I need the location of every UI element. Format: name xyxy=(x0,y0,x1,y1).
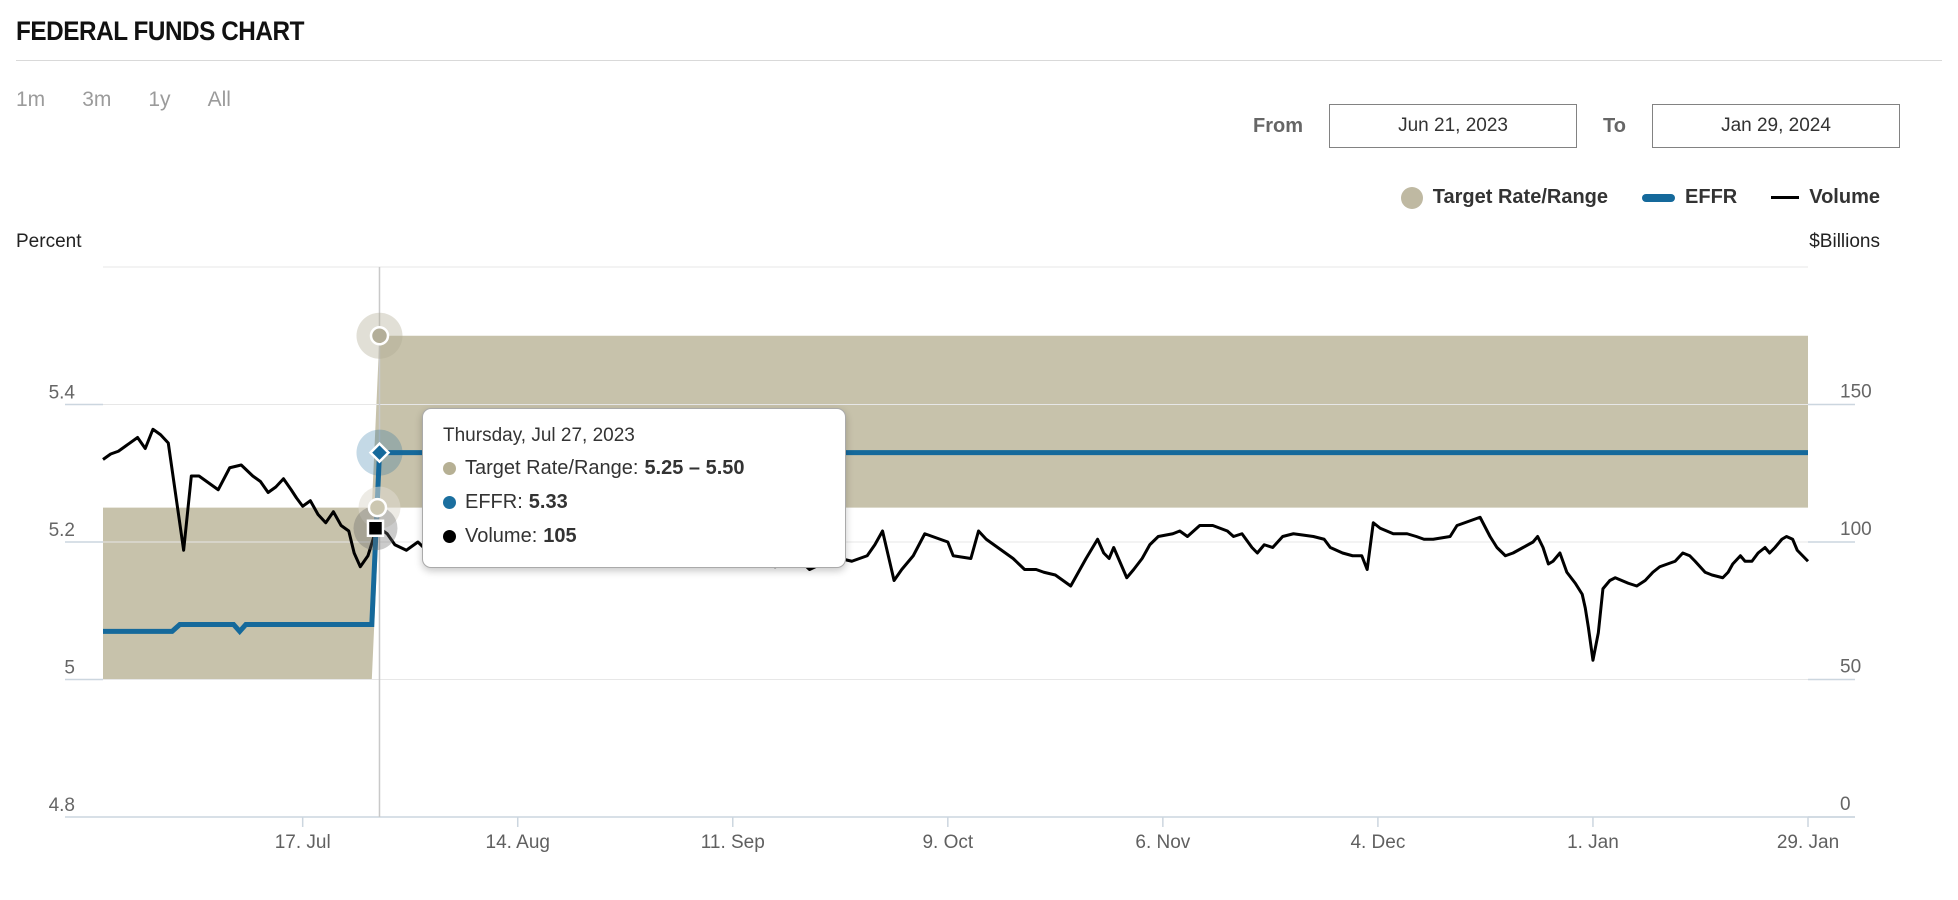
marker-effr[interactable] xyxy=(368,441,391,464)
tooltip-value-effr: 5.33 xyxy=(528,491,568,513)
x-label-17. Jul: 17. Jul xyxy=(275,832,331,853)
date-range-controls: From To xyxy=(0,104,1900,148)
volume-marker-icon xyxy=(1771,196,1800,199)
range-selector: 1m 3m 1y All xyxy=(16,88,231,112)
legend-label-effr: EFFR xyxy=(1685,186,1738,208)
tooltip-value-target-range: 5.25 – 5.50 xyxy=(644,457,745,479)
legend: Target Rate/Range EFFR Volume xyxy=(0,186,1880,209)
x-label-14. Aug: 14. Aug xyxy=(486,832,550,853)
x-label-4. Dec: 4. Dec xyxy=(1350,832,1405,853)
volume-line xyxy=(102,427,1810,662)
y-right-label-100: 100 xyxy=(1840,519,1872,540)
tooltip-row-target-range: Target Rate/Range: 5.25 – 5.50 xyxy=(443,451,825,485)
effr-marker-icon xyxy=(1642,193,1676,202)
range-button-3m[interactable]: 3m xyxy=(82,88,112,111)
tooltip-bullet-effr xyxy=(443,495,456,509)
hover-tooltip: Thursday, Jul 27, 2023 Target Rate/Range… xyxy=(422,408,846,568)
right-axis-title: $Billions xyxy=(1809,231,1880,252)
left-axis-title: Percent xyxy=(16,231,82,252)
x-label-11. Sep: 11. Sep xyxy=(701,832,765,853)
range-button-all[interactable]: All xyxy=(207,88,231,111)
from-label: From xyxy=(1253,114,1304,137)
tooltip-value-volume: 105 xyxy=(543,525,577,547)
tooltip-label-volume: Volume: xyxy=(465,525,538,547)
legend-item-target-range[interactable]: Target Rate/Range xyxy=(1400,186,1609,209)
to-date-input[interactable] xyxy=(1652,104,1900,148)
tooltip-bullet-target-range xyxy=(443,461,456,475)
page-title: FEDERAL FUNDS CHART xyxy=(16,16,304,46)
x-label-9. Oct: 9. Oct xyxy=(922,832,973,853)
tooltip-bullet-volume xyxy=(443,529,456,543)
from-date-input[interactable] xyxy=(1329,104,1578,148)
title-divider xyxy=(16,60,1942,61)
tooltip-label-effr: EFFR: xyxy=(465,491,523,513)
legend-label-volume: Volume xyxy=(1809,186,1880,208)
target-range-marker-icon xyxy=(1400,186,1423,209)
marker-target-high[interactable] xyxy=(369,326,390,346)
marker-target-low[interactable] xyxy=(367,497,388,518)
range-button-1y[interactable]: 1y xyxy=(148,88,171,111)
tooltip-date: Thursday, Jul 27, 2023 xyxy=(443,425,635,446)
legend-item-volume[interactable]: Volume xyxy=(1771,186,1880,209)
tooltip-row-effr: EFFR: 5.33 xyxy=(443,485,825,519)
x-label-1. Jan: 1. Jan xyxy=(1567,832,1619,853)
x-label-6. Nov: 6. Nov xyxy=(1135,832,1190,853)
y-left-label-5.4: 5.4 xyxy=(49,383,76,404)
tooltip-row-volume: Volume: 105 xyxy=(443,519,825,553)
y-left-label-5.2: 5.2 xyxy=(49,520,75,541)
range-button-1m[interactable]: 1m xyxy=(16,88,46,111)
marker-volume[interactable] xyxy=(366,519,385,537)
tooltip-label-target-range: Target Rate/Range: xyxy=(465,457,639,479)
legend-item-effr[interactable]: EFFR xyxy=(1642,186,1737,209)
to-label: To xyxy=(1603,114,1626,137)
y-left-label-4.8: 4.8 xyxy=(49,795,75,816)
y-left-label-5: 5 xyxy=(64,658,75,679)
y-right-label-50: 50 xyxy=(1840,657,1861,678)
y-right-label-0: 0 xyxy=(1840,794,1851,815)
legend-label-target-range: Target Rate/Range xyxy=(1432,186,1609,208)
y-right-label-150: 150 xyxy=(1840,382,1872,403)
x-label-29. Jan: 29. Jan xyxy=(1777,832,1839,853)
